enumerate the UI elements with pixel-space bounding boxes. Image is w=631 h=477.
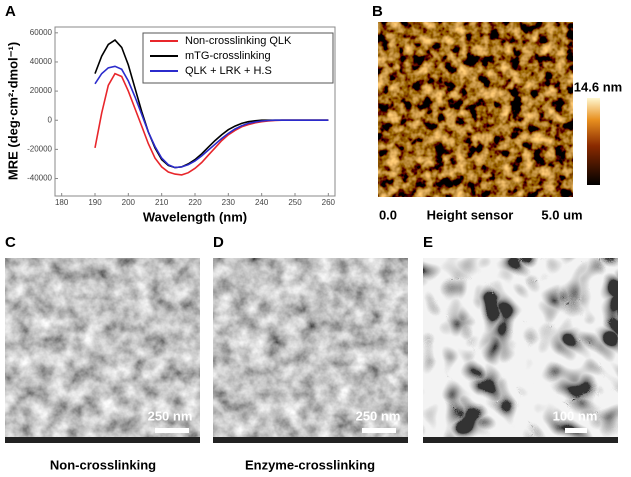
colorbar-label: 14.6 nm — [574, 79, 622, 94]
legend-label: QLK + LRK + H.S — [185, 65, 272, 77]
legend-label: mTG-crosslinking — [185, 50, 271, 62]
panel-label: A — [5, 3, 16, 20]
x-tick-label: 220 — [188, 198, 202, 207]
y-tick-label: 60000 — [30, 28, 53, 37]
y-tick-label: 0 — [48, 115, 53, 124]
tem-image — [423, 258, 618, 443]
data-line — [94, 72, 329, 176]
afm-axis-label: Height sensor — [427, 207, 514, 222]
info-strip — [423, 437, 618, 443]
afm-axis-end: 5.0 um — [541, 207, 582, 222]
x-tick-label: 230 — [222, 198, 236, 207]
afm-axis-start: 0.0 — [379, 207, 397, 222]
x-tick-label: 240 — [255, 198, 269, 207]
panel-label: B — [372, 3, 383, 20]
data-line — [94, 65, 329, 169]
tem-image — [213, 258, 408, 443]
y-tick-label: -40000 — [27, 174, 52, 183]
tem-image — [5, 258, 200, 443]
panel-label: C — [5, 234, 16, 251]
caption: Enzyme-crosslinking — [245, 457, 375, 472]
caption: Non-crosslinking — [50, 457, 156, 472]
y-tick-label: 40000 — [30, 57, 53, 66]
info-strip — [213, 437, 408, 443]
x-tick-label: 180 — [55, 198, 69, 207]
panel-label: D — [213, 234, 224, 251]
x-tick-label: 260 — [322, 198, 336, 207]
scale-label: 250 nm — [356, 408, 401, 423]
scale-label: 100 nm — [553, 408, 598, 423]
legend-label: Non-crosslinking QLK — [185, 35, 292, 47]
scale-label: 250 nm — [148, 408, 193, 423]
panel-label: E — [423, 234, 433, 251]
y-tick-label: 20000 — [30, 86, 53, 95]
y-tick-label: -20000 — [27, 144, 52, 153]
cd-chart: Wavelength (nm) MRE (deg·cm²·dmol⁻¹) 180… — [5, 26, 336, 224]
y-axis-label: MRE (deg·cm²·dmol⁻¹) — [5, 42, 20, 180]
colorbar — [587, 98, 600, 185]
x-tick-label: 250 — [288, 198, 302, 207]
x-tick-label: 210 — [155, 198, 169, 207]
x-tick-label: 200 — [122, 198, 136, 207]
afm-image — [378, 22, 573, 197]
legend-box — [142, 32, 334, 84]
info-strip — [5, 437, 200, 443]
scale-bar — [362, 428, 396, 433]
scale-bar — [155, 428, 189, 433]
x-tick-label: 190 — [88, 198, 102, 207]
scale-bar — [565, 428, 587, 433]
x-axis-label: Wavelength (nm) — [143, 209, 247, 224]
